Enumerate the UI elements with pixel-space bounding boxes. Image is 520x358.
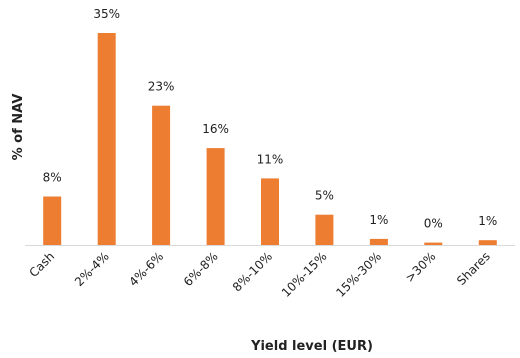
bar-8 <box>478 240 497 245</box>
data-label-1: 35% <box>93 7 120 21</box>
x-tick-label-3: 6%-8% <box>181 249 221 289</box>
bar-5 <box>315 214 334 245</box>
x-tick-label-7: >30% <box>403 249 439 285</box>
x-tick-label-0: Cash <box>26 249 57 280</box>
data-label-8: 1% <box>478 214 497 228</box>
x-tick-label-5: 10%-15% <box>279 249 330 300</box>
x-axis-title: Yield level (EUR) <box>250 339 373 354</box>
bar-7 <box>424 242 443 245</box>
bar-4 <box>261 178 279 245</box>
x-tick-label-4: 8%-10% <box>230 249 275 294</box>
data-label-2: 23% <box>148 80 175 94</box>
data-label-7: 0% <box>424 217 443 231</box>
x-tick-label-8: Shares <box>454 249 493 288</box>
data-label-5: 5% <box>315 189 334 203</box>
data-label-3: 16% <box>202 122 229 136</box>
bar-1 <box>97 33 116 245</box>
bar-6 <box>369 238 388 245</box>
bars-group <box>43 33 497 245</box>
data-labels-group: 8% 35% 23% 16% 11% 5% 1% 0% 1% <box>43 7 498 231</box>
bar-0 <box>43 196 62 245</box>
x-tick-label-2: 4%-6% <box>126 249 166 289</box>
data-label-4: 11% <box>257 152 284 166</box>
x-tick-labels-group: Cash 2%-4% 4%-6% 6%-8% 8%-10% 10%-15% 15%-30% >… <box>26 249 492 300</box>
x-tick-label-1: 2%-4% <box>72 249 112 289</box>
bar-3 <box>206 148 225 245</box>
data-label-0: 8% <box>43 171 62 185</box>
x-tick-label-6: 15%-30% <box>333 249 384 300</box>
y-axis-title: % of NAV <box>11 94 26 161</box>
data-label-6: 1% <box>369 213 388 227</box>
bar-2 <box>152 105 171 245</box>
